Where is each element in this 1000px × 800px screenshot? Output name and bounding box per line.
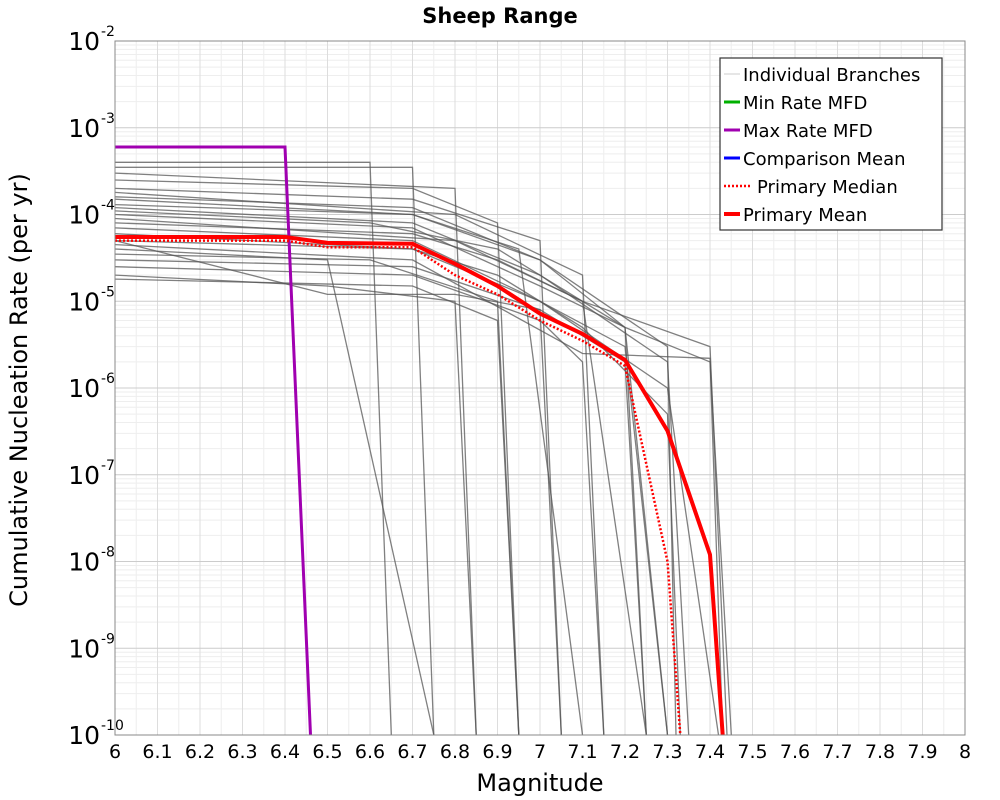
- x-tick-label: 7.6: [780, 741, 810, 763]
- branch-line: [114, 239, 562, 736]
- x-tick-label: 6.8: [440, 741, 470, 763]
- y-tick-exponent: -8: [101, 545, 115, 561]
- y-tick-label: 10: [68, 201, 100, 230]
- x-tick-label: 6.9: [482, 741, 512, 763]
- series-primary-mean: [115, 235, 725, 736]
- y-tick-label: 10: [68, 461, 100, 490]
- x-tick-label: 7.9: [907, 741, 937, 763]
- y-tick-exponent: -2: [101, 24, 115, 40]
- chart-title: Sheep Range: [422, 4, 577, 28]
- individual-branches: [114, 161, 732, 736]
- x-tick-label: 6.2: [185, 741, 215, 763]
- legend-label: Individual Branches: [743, 65, 920, 86]
- branch-line: [114, 203, 584, 736]
- x-tick-label: 6.3: [227, 741, 257, 763]
- main-series: [115, 145, 725, 736]
- y-axis-label: Cumulative Nucleation Rate (per yr): [5, 173, 33, 607]
- x-tick-label: 6.5: [312, 741, 342, 763]
- series-primary-median: [115, 239, 682, 736]
- legend-label: Primary Mean: [743, 205, 867, 226]
- y-tick-exponent: -7: [101, 458, 115, 474]
- branch-line: [114, 210, 669, 736]
- legend-label: Min Rate MFD: [743, 93, 867, 114]
- legend-label: Max Rate MFD: [743, 121, 873, 142]
- x-tick-label: 7: [534, 741, 546, 763]
- x-tick-label: 6.4: [270, 741, 300, 763]
- x-tick-label: 7.8: [865, 741, 895, 763]
- branch-line: [114, 222, 647, 736]
- x-tick-label: 7.7: [822, 741, 852, 763]
- y-tick-exponent: -6: [101, 371, 115, 387]
- branch-line: [114, 253, 520, 736]
- series-max-rate-mfd: [115, 145, 312, 736]
- y-tick-label: 10: [68, 548, 100, 577]
- x-tick-label: 8: [959, 741, 971, 763]
- branch-line: [114, 187, 562, 736]
- y-tick-exponent: -10: [101, 718, 124, 734]
- x-tick-label: 6: [109, 741, 121, 763]
- y-tick-exponent: -9: [101, 631, 115, 647]
- branch-line: [114, 278, 520, 736]
- plot-frame: [114, 40, 966, 736]
- y-tick-label: 10: [68, 634, 100, 663]
- x-tick-label: 6.7: [397, 741, 427, 763]
- x-tick-label: 7.2: [610, 741, 640, 763]
- y-tick-exponent: -5: [101, 284, 115, 300]
- x-tick-label: 7.1: [567, 741, 597, 763]
- branch-line: [114, 172, 477, 736]
- branch-line: [114, 248, 435, 736]
- x-tick-label: 6.1: [142, 741, 172, 763]
- legend-box: [719, 57, 943, 231]
- legend-label: Comparison Mean: [743, 149, 906, 170]
- x-tick-labels: 6 6.1 6.2 6.3 6.4 6.5 6.6 6.7 6.8 6.9 7 7.1 7.2 7.3 7.…: [109, 741, 971, 763]
- branch-line: [114, 206, 690, 736]
- y-tick-label: 10: [68, 27, 100, 56]
- legend: Individual Branches Min Rate MFD Max Rate …: [719, 57, 943, 231]
- branch-line: [114, 243, 724, 736]
- branch-line: [114, 274, 477, 736]
- branch-line: [115, 161, 392, 736]
- y-tick-label: 10: [68, 721, 100, 750]
- y-tick-exponent: -3: [101, 111, 115, 127]
- legend-label: Primary Median: [757, 177, 898, 198]
- branch-line: [115, 166, 435, 736]
- x-tick-label: 7.3: [652, 741, 682, 763]
- y-tick-label: 10: [68, 287, 100, 316]
- branch-line: [114, 179, 520, 736]
- x-tick-label: 7.5: [737, 741, 767, 763]
- y-tick-label: 10: [68, 114, 100, 143]
- x-tick-label: 6.6: [355, 741, 385, 763]
- y-tick-exponent: -4: [101, 198, 115, 214]
- x-tick-label: 7.4: [695, 741, 725, 763]
- x-axis-label: Magnitude: [476, 769, 603, 797]
- y-tick-label: 10: [68, 374, 100, 403]
- branch-line: [114, 196, 677, 736]
